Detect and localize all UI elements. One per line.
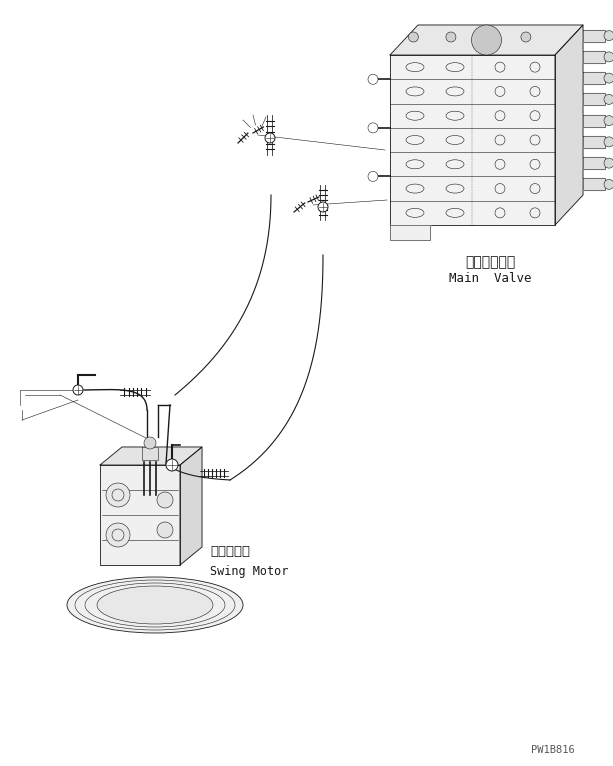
Circle shape bbox=[368, 172, 378, 182]
Circle shape bbox=[368, 74, 378, 84]
Circle shape bbox=[318, 202, 328, 212]
Circle shape bbox=[106, 483, 130, 507]
Circle shape bbox=[604, 73, 613, 83]
Ellipse shape bbox=[97, 586, 213, 624]
Circle shape bbox=[106, 523, 130, 547]
Polygon shape bbox=[583, 30, 605, 41]
Polygon shape bbox=[142, 447, 158, 460]
Circle shape bbox=[157, 522, 173, 538]
Circle shape bbox=[157, 492, 173, 508]
Text: 旋回モータ: 旋回モータ bbox=[210, 545, 250, 558]
Circle shape bbox=[604, 52, 613, 62]
Circle shape bbox=[484, 32, 493, 42]
Polygon shape bbox=[180, 447, 202, 565]
Circle shape bbox=[408, 32, 419, 42]
Text: PW1B816: PW1B816 bbox=[531, 745, 575, 755]
Circle shape bbox=[265, 133, 275, 143]
Circle shape bbox=[368, 123, 378, 133]
Polygon shape bbox=[583, 115, 605, 126]
Polygon shape bbox=[555, 25, 583, 225]
Text: Main  Valve: Main Valve bbox=[449, 272, 531, 285]
Circle shape bbox=[604, 31, 613, 41]
Polygon shape bbox=[583, 93, 605, 106]
Polygon shape bbox=[583, 157, 605, 169]
Polygon shape bbox=[583, 51, 605, 63]
Circle shape bbox=[166, 459, 178, 471]
Polygon shape bbox=[390, 55, 555, 225]
Text: メインバルブ: メインバルブ bbox=[465, 255, 515, 269]
Circle shape bbox=[604, 137, 613, 147]
Polygon shape bbox=[390, 225, 430, 240]
Circle shape bbox=[604, 116, 613, 126]
Polygon shape bbox=[100, 465, 180, 565]
Circle shape bbox=[604, 179, 613, 189]
Circle shape bbox=[144, 437, 156, 449]
Ellipse shape bbox=[67, 577, 243, 633]
Circle shape bbox=[471, 25, 501, 55]
Polygon shape bbox=[583, 178, 605, 191]
Polygon shape bbox=[583, 72, 605, 84]
Circle shape bbox=[604, 158, 613, 168]
Text: Swing Motor: Swing Motor bbox=[210, 565, 288, 578]
Circle shape bbox=[521, 32, 531, 42]
Polygon shape bbox=[100, 447, 202, 465]
Circle shape bbox=[446, 32, 456, 42]
Circle shape bbox=[604, 94, 613, 104]
Polygon shape bbox=[583, 136, 605, 148]
Polygon shape bbox=[390, 25, 583, 55]
Circle shape bbox=[73, 385, 83, 395]
